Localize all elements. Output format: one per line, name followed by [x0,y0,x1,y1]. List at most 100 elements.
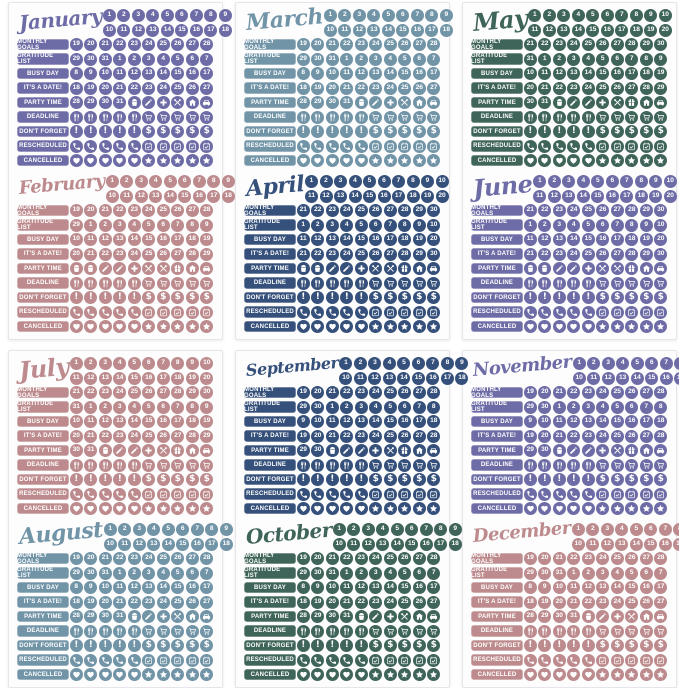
date-sticker: 7 [392,175,406,188]
cart-icon-sticker [383,110,397,124]
exclaim-icon: ! [344,126,349,136]
date-sticker: 3 [354,400,368,414]
exclaim-icon-sticker: ! [538,639,552,652]
date-sticker: 27 [427,81,441,95]
calendar-icon-sticker [171,653,185,667]
gift-icon [628,264,635,272]
date-sticker: 15 [142,415,156,428]
date-sticker: 6 [605,175,619,188]
cart-icon [188,461,196,469]
dollar-icon: $ [657,292,664,302]
car-icon [657,265,665,272]
date-sticker: 3 [142,52,156,66]
tools-icon [613,447,621,454]
date-sticker: 3 [132,523,146,536]
date-sticker: 7 [410,9,424,22]
date-sticker: 18 [455,371,469,385]
date-sticker: 14 [113,371,127,385]
label-sticker-it-s-a-date: IT'S A DATE! [244,82,296,94]
utensils-icon [102,113,108,121]
label-sticker-rescheduled: RESCHEDULED [244,306,296,318]
dollar-icon-sticker: $ [610,291,624,304]
calendar-icon [613,142,621,150]
date-sticker: 30 [84,52,98,66]
tools-icon [159,447,167,454]
sticker-row: DEADLINE [17,276,214,290]
star-icon-sticker [610,154,624,167]
cart-icon [613,279,621,287]
cart-icon-sticker [398,110,412,124]
utensils-icon-sticker [296,276,310,290]
calendar-icon-sticker [142,653,156,667]
date-sticker: 21 [552,552,566,565]
heart-icon-sticker [340,502,354,515]
date-sticker: 6 [396,9,410,22]
utensils-icon-sticker [567,276,581,290]
utensils-icon [358,279,364,287]
date-sticker: 28 [427,552,441,565]
date-sticker: 14 [397,371,411,385]
phone-icon-sticker [340,305,354,319]
utensils-icon [585,113,591,121]
phone-icon [329,308,336,316]
sticker-row-grid [296,502,441,515]
heart-icon [314,323,322,330]
cart-icon-sticker [625,110,639,124]
calendar-icon-sticker [383,653,397,667]
date-sticker: 3 [368,357,382,370]
dollar-icon: $ [160,640,167,650]
date-sticker: 30 [84,566,98,580]
plus-icon-sticker [383,96,397,109]
date-sticker: 17 [204,23,218,37]
star-icon-sticker [398,502,412,515]
star-icon-sticker [398,154,412,167]
cake-icon-sticker [552,96,566,109]
date-sticker: 2 [84,357,98,370]
date-sticker: 20 [538,429,552,443]
cart-icon-sticker [383,624,397,638]
heart-icon [299,323,307,330]
phone-icon [570,656,578,664]
date-sticker: 31 [98,52,112,66]
dollar-icon-sticker: $ [398,291,412,304]
date-sticker: 30 [654,38,668,51]
heart-icon [314,671,322,678]
star-icon [372,670,380,678]
heart-icon [541,505,549,512]
date-sticker: 12 [127,581,141,594]
date-sticker: 6 [644,523,658,536]
label-sticker-don-t-forget: DON'T FORGET [17,125,69,138]
date-sticker: 12 [600,537,614,551]
sticker-row: MONTHLY GOALS 19 20 21 22 23 24 25 26 27 28 [471,552,668,565]
exclaim-icon-sticker: ! [311,291,325,304]
date-sticker: 2 [118,523,132,536]
date-sticker: 24 [383,81,397,95]
dollar-icon-sticker: $ [185,291,199,304]
date-sticker: 14 [369,415,383,428]
gift-icon-sticker [625,96,639,109]
date-sticker: 22 [567,429,581,443]
date-sticker: 30 [325,610,339,623]
tools-icon [386,447,394,454]
plus-icon-sticker [156,610,170,623]
label-sticker-it-s-a-date: IT'S A DATE! [471,596,523,608]
phone-icon [343,308,351,316]
heart-icon [130,671,138,678]
date-sticker: 16 [419,537,433,551]
utensils-icon-sticker [127,624,141,638]
sticker-row-grid: 29 30 31 1 2 3 4 5 6 7 [296,52,441,66]
date-sticker: 12 [601,371,615,385]
heart-icon [116,157,124,164]
plus-icon [614,613,621,620]
date-sticker: 23 [567,81,581,95]
sticker-row: DON'T FORGET!!!!! $ $ $ $ $ [17,473,214,486]
heart-icon-sticker [84,668,98,681]
calendar-icon-sticker [200,139,214,153]
label-sticker-rescheduled: RESCHEDULED [17,488,69,500]
heart-icon [328,505,336,512]
dollar-icon-sticker: $ [625,473,639,486]
date-sticker: 29 [412,204,426,217]
pencil-icon [343,447,351,454]
utensils-icon [315,627,321,635]
date-sticker: 21 [98,38,112,51]
